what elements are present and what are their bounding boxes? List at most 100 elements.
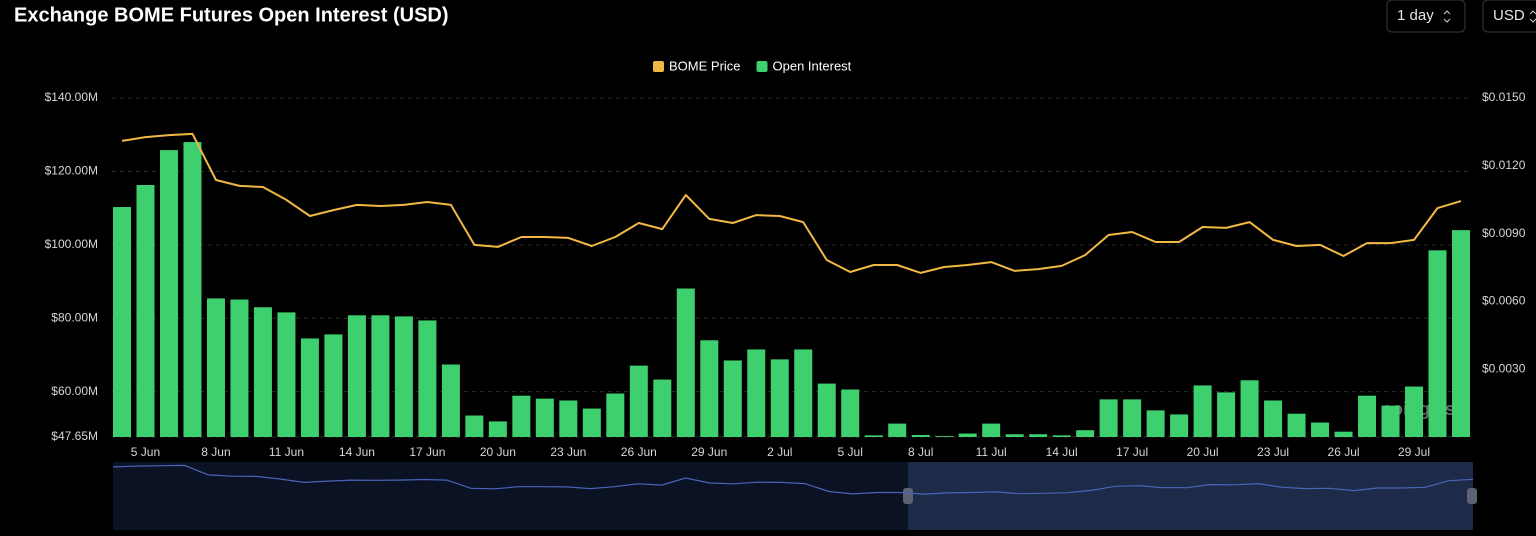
- bar: [559, 400, 578, 437]
- dropdown-caret: [1443, 10, 1451, 23]
- bar: [817, 383, 836, 437]
- x-tick-label: 26 Jul: [1328, 445, 1360, 459]
- navigator-handle[interactable]: [1467, 488, 1477, 504]
- bar: [394, 316, 413, 437]
- navigator-handle[interactable]: [903, 488, 913, 504]
- y2-tick-label: $0.0030: [1482, 361, 1526, 375]
- y-tick-label: $140.00M: [45, 90, 98, 104]
- x-tick-label: 29 Jul: [1398, 445, 1430, 459]
- x-tick-label: 23 Jun: [550, 445, 586, 459]
- y-tick-label: $60.00M: [51, 384, 98, 398]
- dropdown-box[interactable]: [1482, 0, 1536, 33]
- legend-swatch: [653, 61, 664, 72]
- bar: [300, 338, 319, 437]
- price-line: [121, 132, 1462, 274]
- bar: [347, 315, 366, 437]
- y2-tick-label: $0.0090: [1482, 226, 1526, 240]
- bar: [277, 312, 296, 437]
- bar: [770, 359, 789, 437]
- bar: [1311, 422, 1330, 437]
- dropdown-label[interactable]: 1 day: [1397, 7, 1434, 24]
- bar: [136, 184, 155, 437]
- x-tick-label: 26 Jun: [621, 445, 657, 459]
- bar: [747, 349, 766, 437]
- x-tick-label: 8 Jul: [908, 445, 933, 459]
- bar: [653, 379, 672, 437]
- legend-label: Open Interest: [773, 58, 852, 73]
- bar: [1146, 410, 1165, 437]
- x-tick-label: 14 Jun: [339, 445, 375, 459]
- bar: [982, 423, 1001, 437]
- bar: [488, 421, 507, 437]
- bar: [324, 334, 343, 437]
- bar: [911, 434, 930, 437]
- bar: [841, 389, 860, 437]
- y-tick-label: $80.00M: [51, 310, 98, 324]
- bar: [1170, 414, 1189, 437]
- x-tick-label: 5 Jul: [838, 445, 863, 459]
- y-tick-label: $47.65M: [51, 429, 98, 443]
- bar: [1099, 399, 1118, 437]
- bar: [183, 142, 202, 437]
- bar: [371, 315, 390, 437]
- bar: [1217, 392, 1236, 437]
- bar: [1428, 250, 1447, 437]
- navigator-line: [112, 464, 1474, 495]
- bar: [535, 398, 554, 437]
- bar: [465, 415, 484, 437]
- bar: [1076, 430, 1095, 437]
- x-tick-label: 11 Jun: [269, 445, 304, 459]
- bar: [888, 423, 907, 437]
- dropdown-label[interactable]: USD: [1493, 7, 1525, 24]
- bar: [418, 320, 437, 437]
- chart-title: Exchange BOME Futures Open Interest (USD…: [14, 4, 449, 26]
- bar: [1264, 400, 1283, 437]
- bar: [253, 307, 272, 437]
- x-tick-label: 17 Jul: [1116, 445, 1148, 459]
- legend-swatch: [756, 61, 768, 72]
- bar: [723, 360, 742, 437]
- x-tick-label: 14 Jul: [1046, 445, 1078, 459]
- bar: [1452, 230, 1470, 437]
- bar: [1405, 386, 1424, 437]
- bar: [1287, 413, 1306, 437]
- bar: [700, 340, 719, 437]
- bar: [1358, 395, 1377, 437]
- bar: [676, 288, 695, 437]
- bar: [441, 364, 460, 437]
- x-tick-label: 29 Jun: [691, 445, 727, 459]
- y2-tick-label: $0.0150: [1482, 90, 1526, 104]
- currency-select[interactable]: USD: [1482, 0, 1536, 33]
- x-tick-label: 17 Jun: [409, 445, 445, 459]
- bar: [512, 395, 531, 437]
- bar: [1240, 380, 1259, 437]
- bar: [1005, 434, 1024, 437]
- dropdown-caret: [1529, 10, 1536, 23]
- interval-select[interactable]: 1 day: [1386, 0, 1466, 33]
- bar: [1381, 405, 1400, 437]
- dropdown-box[interactable]: [1386, 0, 1466, 33]
- bar: [206, 298, 225, 437]
- y2-tick-label: $0.0120: [1482, 158, 1526, 172]
- x-tick-label: 11 Jul: [976, 445, 1007, 459]
- bar: [1029, 434, 1048, 437]
- y-tick-label: $120.00M: [45, 164, 98, 178]
- bar: [230, 299, 249, 437]
- bar: [1123, 399, 1142, 437]
- y2-tick-label: $0.0060: [1482, 294, 1526, 308]
- x-tick-label: 20 Jul: [1187, 445, 1219, 459]
- bar: [113, 207, 131, 437]
- x-tick-label: 2 Jul: [767, 445, 792, 459]
- x-tick-label: 20 Jun: [480, 445, 516, 459]
- bar: [958, 433, 977, 437]
- bar: [1334, 431, 1353, 437]
- x-tick-label: 8 Jun: [201, 445, 230, 459]
- navigator-selection[interactable]: [908, 462, 1473, 530]
- bar: [935, 436, 954, 437]
- bar: [1052, 435, 1071, 437]
- y-tick-label: $100.00M: [45, 237, 98, 251]
- x-tick-label: 23 Jul: [1257, 445, 1289, 459]
- bar: [629, 365, 648, 437]
- bar: [864, 435, 883, 437]
